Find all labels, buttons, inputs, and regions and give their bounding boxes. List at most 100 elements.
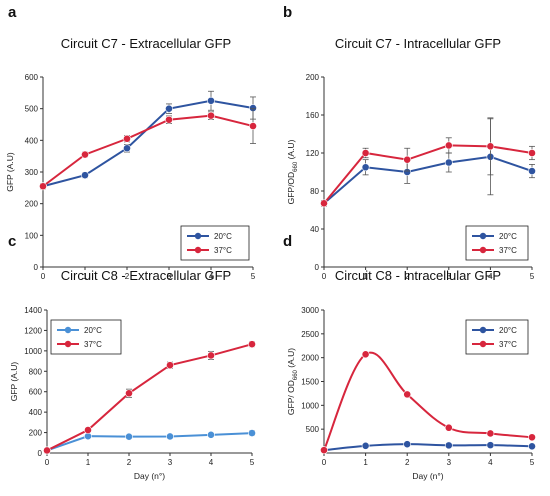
data-point [361, 163, 370, 172]
y-tick-label: 600 [25, 73, 39, 82]
y-tick-label: 500 [306, 425, 320, 434]
legend-label: 37°C [214, 246, 232, 255]
legend-box [465, 319, 529, 355]
series-line [323, 443, 533, 452]
data-point [166, 432, 174, 441]
data-point [320, 446, 328, 455]
x-tick-label: 5 [530, 458, 535, 467]
legend: 20°C 37°C [465, 319, 529, 355]
y-axis-label: GFP (A.U) [5, 152, 15, 192]
x-tick-label: 4 [488, 272, 493, 281]
data-point [528, 167, 536, 175]
legend-swatch-marker [194, 246, 202, 254]
series-0 [43, 429, 256, 455]
y-tick-label: 400 [29, 408, 43, 417]
data-point [528, 149, 536, 157]
legend-box [180, 225, 250, 261]
data-point [528, 442, 536, 451]
y-tick-label: 300 [25, 168, 39, 177]
legend-label: 37°C [84, 340, 102, 349]
y-tick-label: 200 [25, 200, 39, 209]
x-tick-label: 2 [405, 272, 410, 281]
y-tick-label: 1400 [24, 306, 42, 315]
data-point [361, 441, 370, 450]
data-point [528, 433, 536, 442]
series-1 [39, 108, 257, 191]
y-tick-label: 1200 [24, 326, 42, 335]
y-tick-label: 200 [29, 429, 43, 438]
series-line [323, 144, 533, 204]
y-tick-label: 400 [25, 136, 39, 145]
legend: 20°C 37°C [465, 225, 529, 261]
legend-swatch-marker [64, 340, 72, 348]
chart-title: Circuit C8 - Intracellular GFP [335, 268, 501, 283]
legend-swatch-marker [64, 326, 72, 334]
panel-letter: c [8, 233, 16, 250]
x-tick-label: 1 [83, 272, 88, 281]
legend-label: 20°C [84, 326, 102, 335]
data-point [125, 432, 133, 441]
legend-swatch-marker [479, 246, 487, 254]
legend-label: 20°C [499, 232, 517, 241]
legend-label: 37°C [499, 246, 517, 255]
data-point [43, 446, 51, 455]
y-tick-label: 1500 [301, 378, 319, 387]
series-0 [320, 440, 536, 455]
data-point [81, 150, 89, 159]
series-line [323, 351, 533, 451]
y-tick-label: 40 [310, 225, 319, 234]
x-axis-label: Day (n°) [134, 471, 165, 481]
data-point [403, 390, 412, 399]
chart-title: Circuit C7 - Extracellular GFP [61, 36, 231, 51]
legend: 20°C 37°C [50, 319, 122, 355]
y-tick-label: 1000 [24, 347, 42, 356]
data-point [165, 115, 173, 124]
data-point [207, 96, 215, 105]
x-tick-label: 2 [127, 458, 132, 467]
y-axis-label: GFP (A.U) [9, 362, 19, 402]
y-tick-label: 500 [25, 105, 39, 114]
panel-letter: a [8, 4, 17, 21]
data-point [248, 429, 256, 437]
x-tick-label: 2 [125, 272, 130, 281]
y-axis-label: GFP/OD660 (A.U) [286, 139, 299, 204]
y-tick-label: 160 [306, 111, 320, 120]
x-tick-label: 2 [405, 458, 410, 467]
data-point [207, 351, 215, 360]
x-tick-label: 4 [209, 272, 214, 281]
data-point [84, 426, 92, 434]
x-tick-label: 0 [322, 272, 327, 281]
x-tick-label: 1 [363, 458, 368, 467]
series-line [42, 99, 254, 188]
y-tick-label: 120 [306, 149, 320, 158]
legend-label: 20°C [214, 232, 232, 241]
data-point [207, 430, 215, 439]
data-point [444, 441, 453, 450]
series-1 [320, 117, 536, 208]
data-point [403, 155, 412, 164]
panel-letter: d [283, 233, 292, 250]
data-point [486, 441, 495, 450]
data-point [320, 199, 328, 208]
data-point [39, 182, 47, 191]
data-point [361, 149, 370, 157]
y-tick-label: 200 [306, 73, 320, 82]
chart-title: Circuit C7 - Intracellular GFP [335, 36, 501, 51]
data-point [486, 142, 495, 151]
data-point [248, 340, 256, 349]
y-tick-label: 2500 [301, 330, 319, 339]
y-axis-label: GFP/ OD660 (A.U) [286, 348, 299, 415]
series-line [46, 432, 253, 452]
legend-label: 20°C [499, 326, 517, 335]
legend-label: 37°C [499, 340, 517, 349]
y-tick-label: 600 [29, 388, 43, 397]
data-point [207, 111, 215, 120]
series-0 [39, 90, 257, 191]
series-line [42, 114, 254, 188]
data-point [444, 141, 453, 150]
data-point [403, 440, 412, 449]
